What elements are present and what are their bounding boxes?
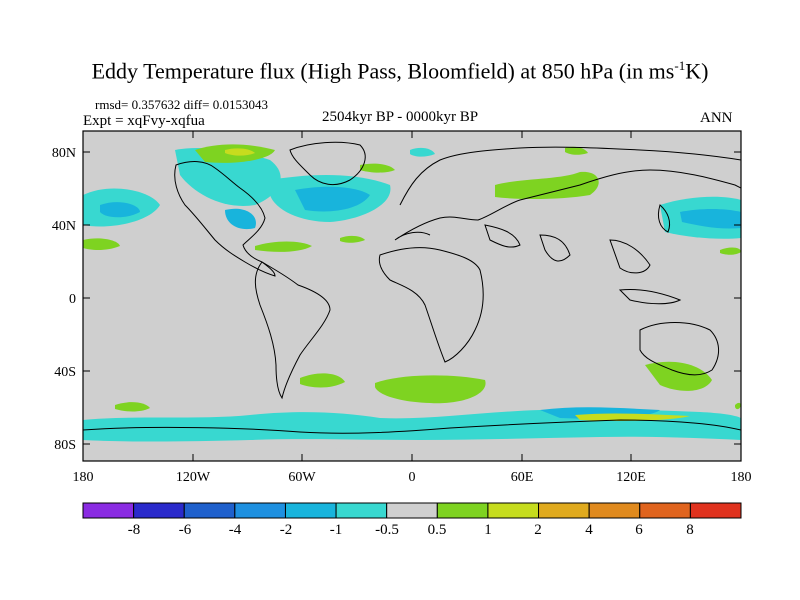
coastlines	[83, 141, 741, 434]
title-unit-end: K)	[685, 58, 709, 84]
experiment-label: Expt = xqFvy-xqfua	[83, 113, 205, 129]
anomaly-central-asia	[495, 171, 599, 200]
anomaly-mid-atlantic	[340, 235, 365, 243]
lon-label-60w: 60W	[288, 470, 316, 485]
coast-japan	[657, 204, 671, 233]
colorbar-box	[133, 502, 185, 519]
lat-label-80n: 80N	[52, 146, 76, 161]
anomaly-norwegian-sea	[360, 163, 395, 173]
colorbar-label: -8	[128, 522, 141, 538]
lon-label-0: 0	[409, 470, 416, 485]
coast-eurasia-north	[399, 146, 741, 206]
colorbar-label: 8	[686, 522, 694, 538]
colorbar-label: -0.5	[375, 522, 399, 538]
anomaly-archipelago-core	[225, 148, 255, 156]
coast-greenland	[289, 141, 366, 186]
anomaly-northwest-pacific-core	[680, 209, 741, 229]
anomaly-subtropical-atlantic	[255, 241, 312, 252]
anomaly-north-atlantic-core	[295, 186, 370, 212]
colorbar-label: -4	[229, 522, 242, 538]
colorbar-box	[183, 502, 236, 519]
lat-label-40n: 40N	[52, 219, 76, 234]
anomaly-north-pacific-core	[100, 202, 140, 218]
colorbar-label: -6	[179, 522, 192, 538]
lon-ticks	[192, 131, 632, 461]
colorbar-label: -1	[330, 522, 343, 538]
coast-indonesia	[618, 289, 682, 305]
lon-label-60e: 60E	[511, 470, 534, 485]
colorbar-box	[436, 502, 489, 519]
coast-south-america	[254, 261, 331, 400]
colorbar-labels: -8 -6 -4 -2 -1 -0.5 0.5 1 2 4 6 8	[128, 522, 694, 538]
title-main: Eddy Temperature flux (High Pass, Bloomf…	[91, 58, 675, 84]
colorbar-box	[82, 502, 135, 519]
colorbar-box	[284, 502, 337, 519]
colorbar-label: 2	[534, 522, 542, 538]
lon-label-120w: 120W	[176, 470, 211, 485]
colorbar-box	[234, 502, 286, 519]
coast-eurasia-south	[394, 169, 741, 241]
colorbar	[82, 502, 742, 519]
colorbar-label: 6	[635, 522, 643, 538]
colorbar-label: 0.5	[428, 522, 447, 538]
colorbar-box	[689, 502, 742, 519]
title-exponent: -1	[674, 58, 686, 73]
colorbar-box	[538, 502, 590, 519]
coast-arabia	[484, 224, 521, 248]
coast-antarctica	[83, 419, 741, 434]
colorbar-label: 4	[585, 522, 593, 538]
anomaly-east-us	[225, 208, 256, 230]
chart-title: Eddy Temperature flux (High Pass, Bloomf…	[0, 58, 800, 84]
lat-label-0: 0	[69, 292, 76, 307]
lat-label-80s: 80S	[54, 438, 76, 453]
coast-africa	[378, 247, 484, 363]
lon-label-120e: 120E	[616, 470, 646, 485]
colorbar-box	[639, 502, 691, 519]
season-label: ANN	[700, 110, 733, 126]
anomaly-east-pacific-green	[720, 247, 741, 255]
rmsd-diff-stats: rmsd= 0.357632 diff= 0.0153043	[95, 97, 268, 112]
antarctic-mask	[83, 445, 741, 461]
period-label: 2504kyr BP - 0000kyr BP	[322, 109, 479, 125]
colorbar-box	[588, 502, 641, 519]
lon-label-180w: 180	[73, 470, 94, 485]
anomaly-north-pacific-positive	[83, 238, 120, 250]
lon-label-180e: 180	[731, 470, 752, 485]
lon-labels: 180 120W 60W 0 60E 120E 180	[73, 470, 752, 485]
anomaly-southern-australia	[645, 361, 712, 391]
anomaly-south-atlantic-west	[300, 373, 345, 388]
coast-india	[539, 234, 571, 262]
lat-ticks	[83, 151, 741, 445]
anomaly-south-atlantic	[375, 375, 486, 404]
anomaly-arctic-siberia	[565, 146, 588, 155]
anomaly-south-pacific	[115, 402, 150, 412]
colorbar-box	[487, 502, 540, 519]
colorbar-box	[335, 502, 388, 519]
colorbar-label: 1	[484, 522, 492, 538]
anomaly-south-pacific-east	[735, 402, 741, 410]
lat-label-40s: 40S	[54, 365, 76, 380]
coast-indochina	[609, 239, 651, 274]
coast-australia	[639, 322, 719, 376]
anomaly-greenland-sea	[410, 147, 435, 157]
colorbar-box	[386, 502, 438, 519]
lat-labels: 80N 40N 0 40S 80S	[52, 146, 76, 453]
anomaly-southern-ocean-yellow	[575, 413, 690, 421]
colorbar-label: -2	[280, 522, 293, 538]
